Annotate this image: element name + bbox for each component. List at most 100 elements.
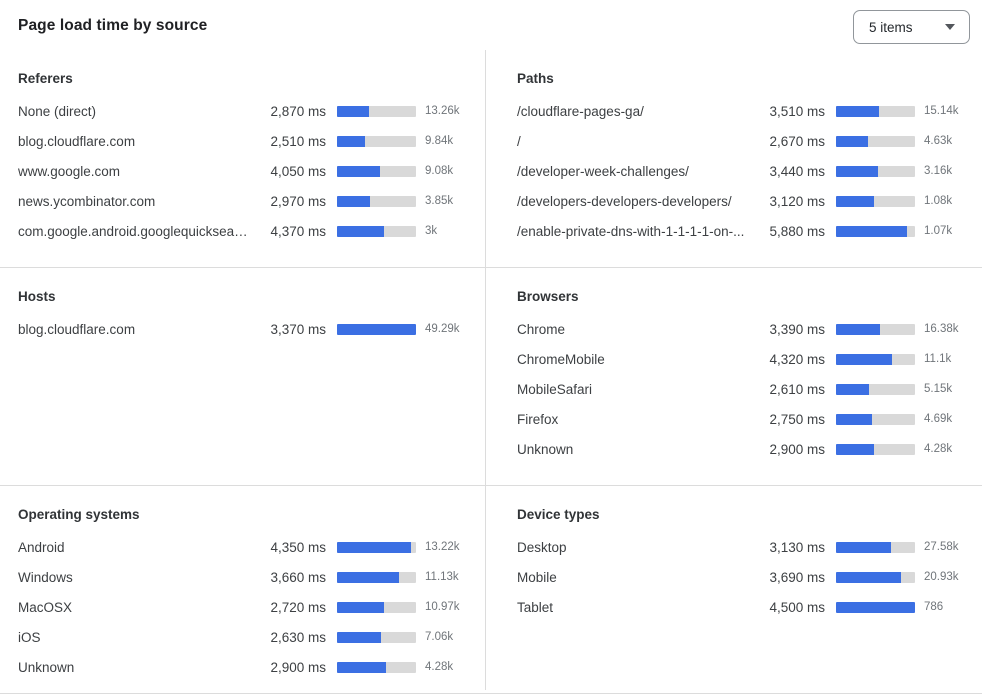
row-label: /cloudflare-pages-ga/ — [517, 103, 644, 119]
referers-row-0: None (direct) 2,870 ms 13.26k — [18, 96, 475, 126]
referers-heading: Referers — [18, 71, 73, 86]
browsers-row-1: ChromeMobile 4,320 ms 11.1k — [517, 344, 974, 374]
row-ms-value: 3,370 ms — [270, 321, 326, 337]
row-label: www.google.com — [18, 163, 121, 179]
browsers-row-4: Unknown 2,900 ms 4.28k — [517, 434, 974, 464]
referers-row-1: blog.cloudflare.com 2,510 ms 9.84k — [18, 126, 475, 156]
panel-device-types: Device types Desktop 3,130 ms 27.58k Mobile 3… — [486, 485, 982, 690]
bar-track — [337, 631, 416, 643]
chevron-down-icon — [945, 24, 955, 30]
bar-track — [836, 165, 915, 177]
paths-row-0: /cloudflare-pages-ga/3,510 ms 15.14k — [517, 96, 974, 126]
row-label: Desktop — [517, 539, 567, 555]
row-ms-value: 2,900 ms — [769, 441, 825, 457]
row-count: 10.97k — [425, 601, 460, 613]
hosts-heading: Hosts — [18, 289, 56, 304]
row-label: com.google.android.googlequicksearc... — [18, 223, 250, 239]
bar-fill — [337, 541, 412, 553]
bar-fill — [836, 323, 881, 335]
row-label: blog.cloudflare.com — [18, 321, 136, 337]
row-count: 786 — [924, 601, 944, 613]
bar-track — [836, 383, 915, 395]
row-count: 7.06k — [425, 631, 454, 643]
bar-track — [337, 105, 416, 117]
panel-browsers: Browsers Chrome 3,390 ms 16.38k ChromeMobile… — [486, 267, 982, 485]
row-count: 15.14k — [924, 105, 959, 117]
row-ms-value: 3,130 ms — [769, 539, 825, 555]
bar-fill — [836, 571, 901, 583]
row-ms-value: 4,500 ms — [769, 599, 825, 615]
bar-fill — [836, 541, 892, 553]
items-count-select[interactable]: 5 items — [853, 10, 970, 44]
bar-track — [337, 165, 416, 177]
row-ms-value: 2,720 ms — [270, 599, 326, 615]
paths-row-3: /developers-developers-developers/3,120 … — [517, 186, 974, 216]
bar-fill — [836, 353, 893, 365]
bar-fill — [337, 571, 399, 583]
row-count: 5.15k — [924, 383, 953, 395]
row-ms-value: 4,370 ms — [270, 223, 326, 239]
row-count: 20.93k — [924, 571, 959, 583]
paths-row-1: / 2,670 ms 4.63k — [517, 126, 974, 156]
operating-systems-heading: Operating systems — [18, 507, 140, 522]
operating-systems-row-4: Unknown 2,900 ms 4.28k — [18, 652, 475, 682]
hosts-row-0: blog.cloudflare.com 3,370 ms 49.29k — [18, 314, 475, 344]
row-label: Android — [18, 539, 65, 555]
row-label: /developers-developers-developers/ — [517, 193, 732, 209]
row-label: Mobile — [517, 569, 557, 585]
row-ms-value: 2,870 ms — [270, 103, 326, 119]
row-ms-value: 2,610 ms — [769, 381, 825, 397]
row-label: Unknown — [18, 659, 75, 675]
row-ms-value: 3,510 ms — [769, 103, 825, 119]
row-count: 49.29k — [425, 323, 460, 335]
bar-track — [836, 135, 915, 147]
row-ms-value: 3,660 ms — [270, 569, 326, 585]
row-label: Firefox — [517, 411, 559, 427]
row-label: None (direct) — [18, 103, 97, 119]
bar-track — [337, 225, 416, 237]
bar-track — [836, 323, 915, 335]
row-ms-value: 2,970 ms — [270, 193, 326, 209]
row-label: Windows — [18, 569, 73, 585]
device-types-row-2: Tablet 4,500 ms 786 — [517, 592, 974, 622]
browsers-row-0: Chrome 3,390 ms 16.38k — [517, 314, 974, 344]
row-ms-value: 4,350 ms — [270, 539, 326, 555]
row-label: /developer-week-challenges/ — [517, 163, 689, 179]
row-label: news.ycombinator.com — [18, 193, 156, 209]
bar-fill — [337, 601, 384, 613]
browsers-row-3: Firefox 2,750 ms 4.69k — [517, 404, 974, 434]
row-label: /enable-private-dns-with-1-1-1-1-on-... — [517, 223, 745, 239]
row-label: ChromeMobile — [517, 351, 605, 367]
row-ms-value: 4,050 ms — [270, 163, 326, 179]
bar-fill — [836, 383, 870, 395]
row-label: iOS — [18, 629, 41, 645]
bar-track — [836, 195, 915, 207]
bar-fill — [337, 631, 382, 643]
page-title: Page load time by source — [18, 17, 208, 34]
row-ms-value: 5,880 ms — [769, 223, 825, 239]
bar-track — [337, 661, 416, 673]
device-types-row-0: Desktop 3,130 ms 27.58k — [517, 532, 974, 562]
operating-systems-row-1: Windows 3,660 ms 11.13k — [18, 562, 475, 592]
row-ms-value: 3,690 ms — [769, 569, 825, 585]
bar-track — [836, 601, 915, 613]
row-label: Chrome — [517, 321, 566, 337]
row-label: MobileSafari — [517, 381, 593, 397]
browsers-heading: Browsers — [517, 289, 579, 304]
browsers-row-2: MobileSafari 2,610 ms 5.15k — [517, 374, 974, 404]
widget-header: Page load time by source 5 items — [0, 0, 982, 50]
row-count: 9.84k — [425, 135, 454, 147]
bar-fill — [836, 165, 878, 177]
bar-fill — [337, 165, 381, 177]
bar-track — [836, 105, 915, 117]
row-ms-value: 2,900 ms — [270, 659, 326, 675]
row-count: 13.22k — [425, 541, 460, 553]
paths-heading: Paths — [517, 71, 554, 86]
bar-track — [836, 443, 915, 455]
bar-fill — [836, 443, 874, 455]
row-count: 11.1k — [924, 353, 952, 365]
row-count: 1.07k — [924, 225, 953, 237]
paths-row-4: /enable-private-dns-with-1-1-1-1-on-... 5… — [517, 216, 974, 246]
panels-grid: Referers None (direct) 2,870 ms 13.26k blog.… — [0, 50, 982, 694]
bar-track — [337, 323, 416, 335]
